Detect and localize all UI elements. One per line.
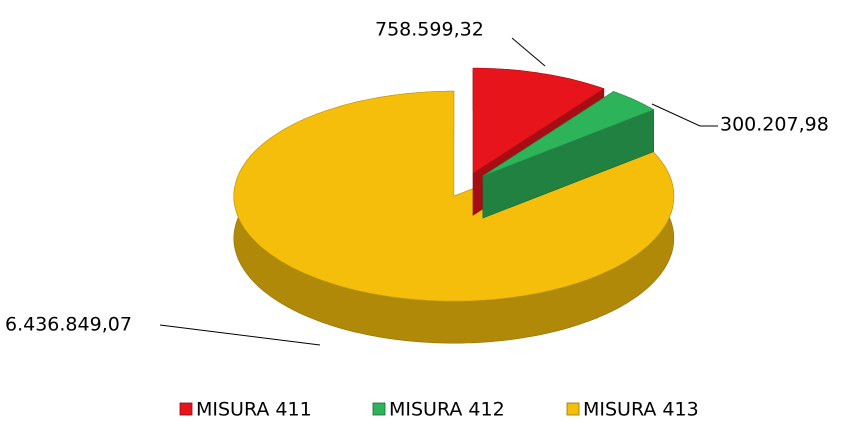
data-label: 6.436.849,07 xyxy=(5,314,132,336)
slice xyxy=(472,67,605,174)
leader-line xyxy=(651,103,718,127)
leader-line xyxy=(511,37,546,67)
legend-swatch xyxy=(566,402,580,416)
legend-label: MISURA 411 xyxy=(196,399,312,421)
legend-label: MISURA 413 xyxy=(583,399,699,421)
legend-swatch xyxy=(179,402,193,416)
slice xyxy=(482,91,655,177)
data-label: 758.599,32 xyxy=(375,19,484,41)
data-label: 300.207,98 xyxy=(720,114,829,136)
legend-label: MISURA 412 xyxy=(389,399,505,421)
slice xyxy=(233,90,675,302)
legend-swatch xyxy=(372,402,386,416)
leader-line xyxy=(159,324,321,346)
